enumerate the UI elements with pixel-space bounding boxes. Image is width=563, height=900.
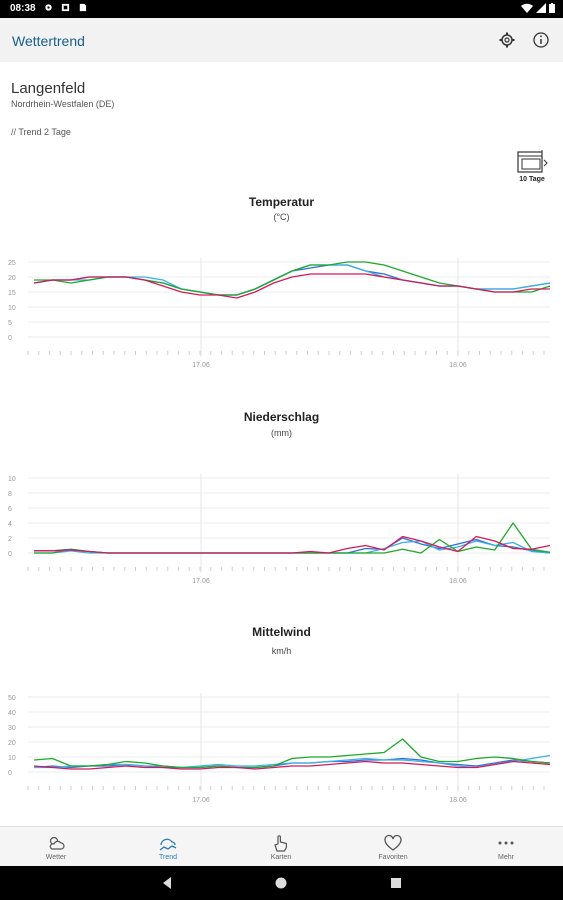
nav-item-trend[interactable]: Trend (112, 827, 224, 867)
sd-card-status-icon (79, 3, 87, 12)
wind-chart-unit: km/h (271, 646, 292, 656)
temperature-y-tick-label: 10 (8, 305, 16, 312)
weather-icon (49, 836, 65, 850)
wind-series-line-3 (33, 738, 551, 769)
temperature-chart: 0 5 10 15 20 25 17.06 18.06 (8, 258, 551, 369)
precipitation-series-line-2 (34, 540, 551, 554)
nav-label-trend: Trend (158, 854, 178, 861)
nav-label-karten: Karten (270, 854, 292, 861)
precipitation-y-tick-label: 2 (8, 536, 12, 543)
wind-y-tick-label: 30 (8, 725, 16, 732)
temperature-series-line-4 (33, 273, 550, 299)
ten-days-label: 10 Tage (519, 176, 545, 183)
wind-x-tick-label: 17.06 (192, 797, 210, 804)
precipitation-y-tick-label: 6 (8, 506, 12, 513)
temperature-series-line-3 (34, 261, 551, 296)
wind-y-tick-label: 0 (8, 770, 12, 777)
location-name: Langenfeld (11, 80, 86, 97)
app-bar: Wettertrend (0, 18, 563, 62)
temperature-chart-unit: (°C) (273, 212, 290, 222)
battery-icon (549, 3, 555, 13)
wind-x-tick-label: 18.06 (449, 797, 467, 804)
precipitation-y-tick-label: 0 (8, 551, 12, 558)
temperature-y-tick-label: 20 (8, 275, 16, 282)
app-title: Wettertrend (12, 33, 85, 49)
temperature-series-line-1 (33, 264, 551, 296)
temperature-y-tick-label: 15 (8, 290, 16, 297)
calendar-icon (517, 150, 548, 173)
precipitation-series-line-4 (34, 535, 551, 554)
wind-chart-title: Mittelwind (252, 625, 311, 639)
ten-days-button[interactable]: 10 Tage (514, 148, 550, 186)
back-icon[interactable] (160, 876, 174, 890)
nav-label-favoriten: Favoriten (378, 854, 408, 861)
nav-item-wetter[interactable]: Wetter (0, 827, 112, 867)
recents-icon[interactable] (389, 876, 403, 890)
trend-range-link[interactable]: // Trend 2 Tage (11, 127, 71, 137)
wind-y-tick-label: 40 (8, 710, 16, 717)
wind-series-line-4 (33, 760, 551, 770)
system-navigation-bar (0, 866, 563, 900)
temperature-series-line-2 (33, 264, 551, 296)
status-bar: 08:38 (0, 0, 563, 18)
wind-y-tick-label: 20 (8, 740, 16, 747)
temperature-x-tick-label: 17.06 (192, 362, 210, 369)
precipitation-y-tick-label: 8 (8, 491, 12, 498)
precipitation-x-tick-label: 17.06 (192, 578, 210, 585)
location-region: Nordrhein-Westfalen (DE) (11, 99, 115, 109)
nav-item-favoriten[interactable]: Favoriten (337, 827, 449, 867)
wind-y-tick-label: 50 (8, 695, 16, 702)
precipitation-x-tick-label: 18.06 (449, 578, 467, 585)
wifi-icon (521, 3, 534, 13)
temperature-y-tick-label: 25 (8, 260, 16, 267)
settings-status-icon (45, 4, 52, 11)
heart-icon (384, 834, 402, 851)
trend-icon (159, 838, 177, 851)
precipitation-chart: 0 2 4 6 8 10 17.06 18.06 (8, 474, 551, 585)
system-status-icons (521, 3, 555, 16)
signal-icon (536, 3, 547, 13)
wind-y-tick-label: 10 (8, 755, 16, 762)
map-hand-icon (274, 835, 287, 852)
gear-icon[interactable] (497, 30, 517, 50)
info-icon[interactable] (531, 30, 551, 50)
temperature-y-tick-label: 0 (8, 335, 12, 342)
nav-item-mehr[interactable]: Mehr (450, 827, 562, 867)
status-time: 08:38 (10, 3, 36, 14)
precipitation-chart-title: Niederschlag (243, 410, 320, 424)
wind-series-line-2 (34, 754, 551, 769)
temperature-chart-title: Temperatur (248, 195, 315, 209)
bottom-navigation: Wetter Trend Karten Favoriten Mehr (0, 826, 563, 866)
precipitation-chart-unit: (mm) (271, 428, 292, 438)
shield-status-icon (61, 3, 70, 12)
more-icon (498, 841, 514, 845)
nav-item-karten[interactable]: Karten (225, 827, 337, 867)
nav-label-mehr: Mehr (498, 854, 514, 861)
temperature-y-tick-label: 5 (8, 320, 12, 327)
temperature-x-tick-label: 18.06 (449, 362, 467, 369)
home-icon[interactable] (274, 876, 288, 890)
precipitation-y-tick-label: 10 (8, 476, 16, 483)
wind-chart: 0 10 20 30 40 50 17.06 18.06 (8, 693, 551, 804)
precipitation-y-tick-label: 4 (8, 521, 12, 528)
nav-label-wetter: Wetter (45, 854, 67, 861)
